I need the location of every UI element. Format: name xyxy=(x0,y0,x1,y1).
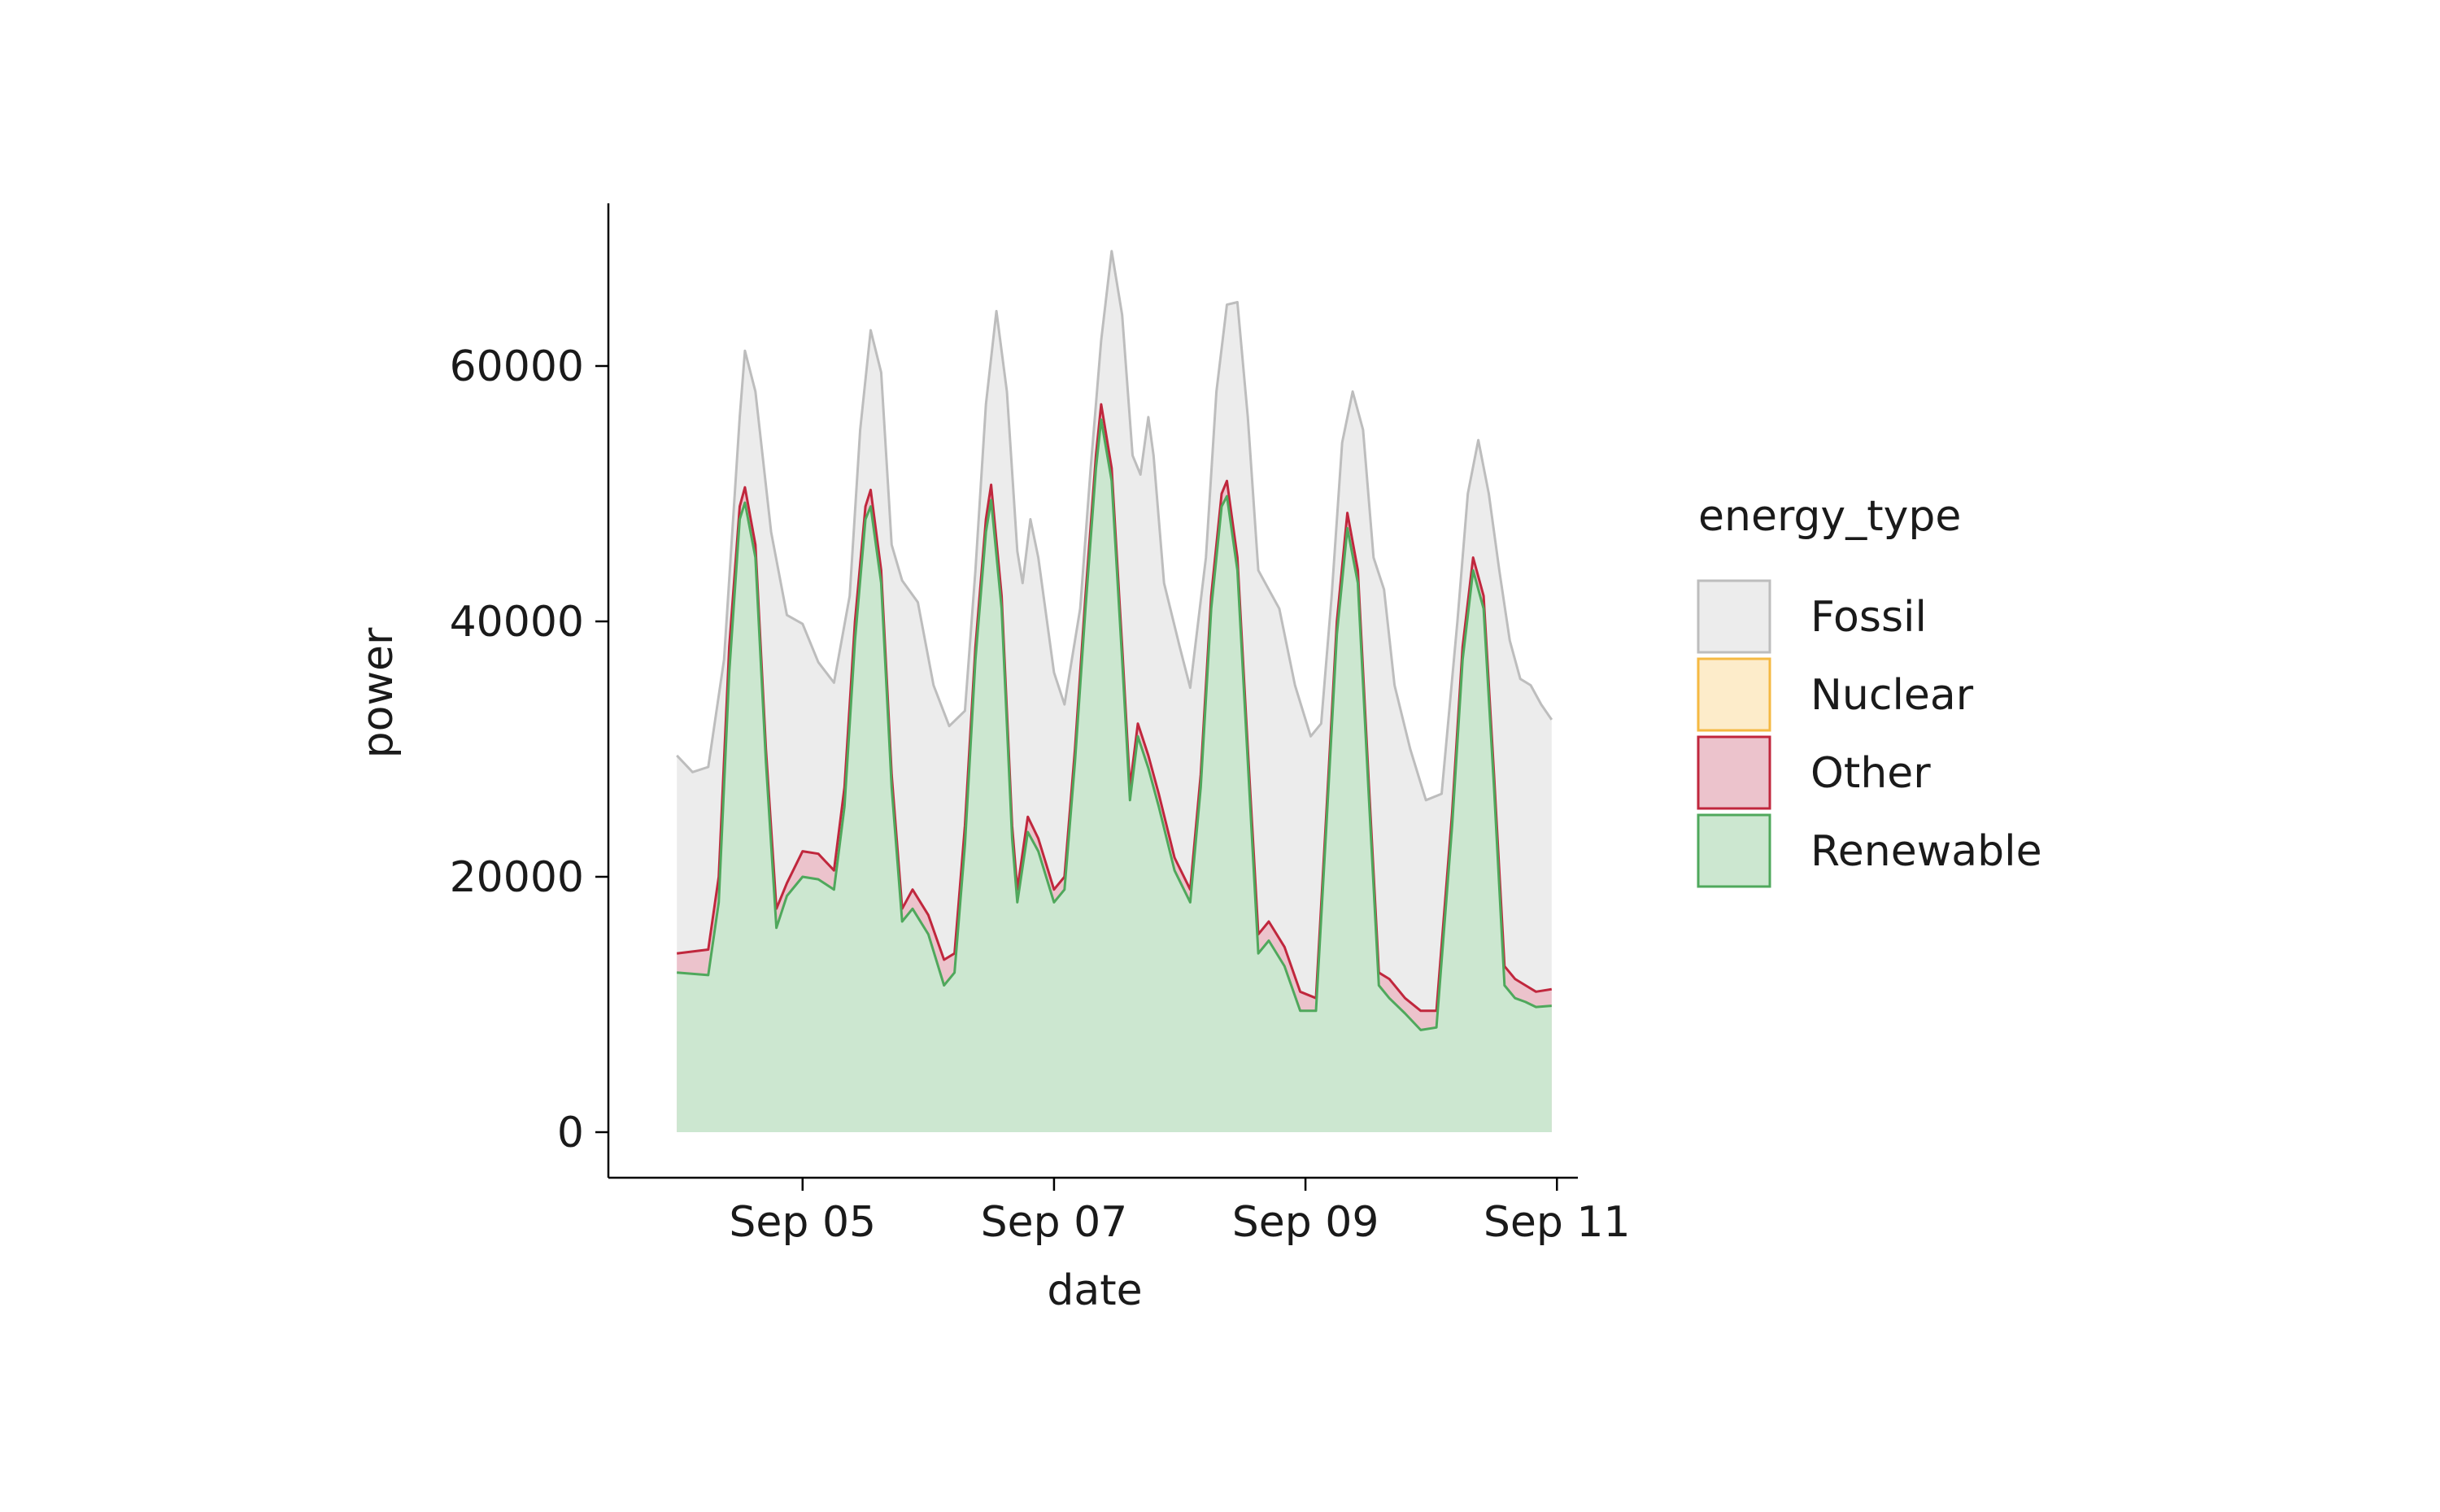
x-axis-label: date xyxy=(1047,1266,1142,1315)
legend: energy_type Fossil Nuclear Other Renewable xyxy=(1697,492,2042,888)
area-renewable xyxy=(677,419,1552,1132)
axes: 0 20000 40000 60000 Sep 05 Sep 07 Sep 09 Sep 11… xyxy=(354,203,1631,1315)
legend-swatch-nuclear xyxy=(1697,657,1771,732)
x-tick-label: Sep 09 xyxy=(1232,1198,1379,1247)
x-tick-label: Sep 11 xyxy=(1484,1198,1631,1247)
y-tick-label: 40000 xyxy=(450,598,584,647)
legend-swatch-renewable xyxy=(1697,813,1771,888)
line-other xyxy=(677,403,1553,1013)
y-axis-label: power xyxy=(354,627,403,758)
legend-title: energy_type xyxy=(1698,492,1961,541)
plot-areas xyxy=(676,250,1553,1133)
legend-swatch-fossil xyxy=(1697,579,1771,654)
line-fossil xyxy=(676,250,1553,802)
legend-label-other: Other xyxy=(1810,749,1931,798)
y-tick-label: 0 xyxy=(557,1109,584,1157)
x-tick-label: Sep 05 xyxy=(729,1198,876,1247)
x-tick-label: Sep 07 xyxy=(981,1198,1128,1247)
legend-swatch-other xyxy=(1697,735,1771,810)
line-renewable xyxy=(677,418,1552,1031)
y-tick-label: 20000 xyxy=(450,853,584,902)
y-tick-label: 60000 xyxy=(450,342,584,391)
legend-label-nuclear: Nuclear xyxy=(1810,671,1974,720)
legend-label-fossil: Fossil xyxy=(1810,593,1927,642)
legend-label-renewable: Renewable xyxy=(1810,827,2042,876)
